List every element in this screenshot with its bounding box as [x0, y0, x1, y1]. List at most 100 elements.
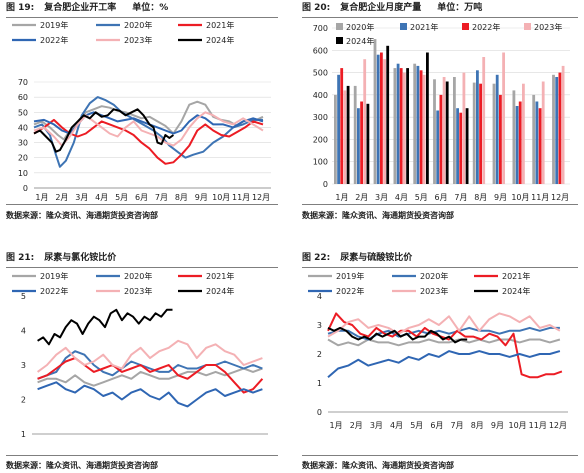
figure-title: 尿素与氯化铵比价	[44, 253, 117, 263]
bar	[453, 77, 456, 184]
x-tick-label: 12月	[252, 193, 270, 202]
bar	[465, 108, 469, 184]
legend-label: 2024年	[502, 286, 530, 296]
legend-swatch	[400, 23, 407, 30]
y-tick-label: 10	[18, 169, 28, 178]
bar	[532, 94, 536, 184]
panel-fig21: 图 21: 尿素与氯化铵比价 1 2 3 4 5 2019年 2020年 2021年 2022年 2…	[6, 250, 278, 472]
footer-rule	[302, 455, 578, 456]
x-tick-label: 3月	[370, 421, 383, 430]
series-line	[33, 111, 264, 147]
legend-label: 2019年	[40, 271, 68, 281]
y-tick-label: 2	[317, 350, 322, 359]
figure-label: 图 19:	[6, 3, 35, 13]
chart-fig19: 0 10 20 30 40 50 60 70 1月 2月 3月 4月 5月 6月 7月 8月 9月 10月 11月 1…	[12, 20, 271, 202]
y-tick-label: 70	[18, 78, 28, 87]
y-tick-label: 700	[313, 24, 328, 33]
panel-fig20: 图 20: 复合肥企业月度产量 单位：万吨 0 100 200 300 400 500 600 7…	[302, 0, 578, 228]
y-tick-label: 500	[313, 69, 328, 78]
x-tick-label: 6月	[430, 421, 443, 430]
bar	[380, 52, 383, 184]
bar	[360, 101, 363, 184]
legend-label: 2023年	[534, 22, 562, 32]
bar	[373, 39, 377, 184]
legend-label: 2023年	[124, 286, 152, 296]
legend-label: 2020年	[420, 271, 448, 281]
bar	[340, 68, 344, 184]
bar	[376, 54, 380, 185]
series-line	[327, 350, 561, 378]
series-line	[37, 367, 263, 387]
bar	[433, 79, 436, 184]
x-tick-label: 6月	[135, 193, 148, 202]
y-tick-label: 60	[18, 93, 28, 102]
bar	[512, 90, 516, 184]
bar	[383, 59, 386, 185]
legend-label: 2020年	[124, 271, 152, 281]
y-tick-label: 0	[317, 408, 322, 417]
x-tick-label: 12月	[551, 193, 569, 202]
bar	[472, 82, 476, 184]
header-rule	[6, 267, 278, 268]
x-tick-label: 4月	[395, 193, 408, 202]
x-tick-label: 1月	[330, 421, 343, 430]
bar	[479, 83, 482, 184]
bar	[515, 106, 519, 184]
y-tick-label: 400	[313, 91, 328, 100]
y-tick-label: 200	[313, 135, 328, 144]
footer-rule	[6, 204, 278, 205]
header-rule	[302, 17, 578, 18]
legend-label: 2020年	[346, 22, 374, 32]
panel-fig19: 图 19: 复合肥企业开工率 单位：% 0 10 20 30 40 50 60 70 1月 2月 3月 4…	[6, 0, 278, 228]
bar	[399, 68, 403, 184]
bar	[476, 70, 479, 184]
x-tick-label: 8月	[471, 421, 484, 430]
legend-label: 2022年	[40, 35, 68, 45]
header-rule	[302, 267, 578, 268]
x-tick-label: 5月	[115, 193, 128, 202]
y-tick-label: 20	[18, 154, 28, 163]
legend-label: 2022年	[472, 22, 500, 32]
x-tick-label: 1月	[335, 193, 348, 202]
series-line	[327, 312, 561, 338]
legend-swatch	[462, 23, 469, 30]
chart-fig21: 1 2 3 4 5 2019年 2020年 2021年 2022年 2023年 2024年	[12, 271, 268, 439]
y-tick-label: 30	[18, 139, 28, 148]
x-tick-label: 11月	[531, 193, 549, 202]
source-note: 数据来源：隆众资讯、海通期货投资咨询部	[302, 211, 454, 220]
y-tick-label: 1	[21, 430, 26, 439]
bar	[558, 72, 562, 184]
bar	[343, 90, 347, 184]
bar	[492, 83, 496, 184]
x-tick-label: 11月	[232, 193, 250, 202]
y-tick-label: 3	[21, 361, 26, 370]
legend-label: 2021年	[206, 271, 234, 281]
figure-unit: 单位：%	[132, 3, 169, 13]
x-tick-label: 10月	[508, 421, 526, 430]
legend-label: 2022年	[336, 286, 364, 296]
bar	[462, 72, 466, 184]
x-tick-label: 3月	[375, 193, 388, 202]
bar	[436, 110, 440, 184]
bar	[495, 74, 499, 184]
x-tick-label: 7月	[454, 193, 467, 202]
chart-fig22: 0 1 2 3 4 1月 2月 3月 4月 5月 6月 7月 8月 9月 10月 11月 12月 2019年 202…	[308, 271, 568, 430]
bar	[353, 85, 357, 184]
x-tick-label: 5月	[415, 193, 428, 202]
bar	[334, 94, 337, 184]
x-tick-label: 7月	[155, 193, 168, 202]
legend-label: 2019年	[336, 271, 364, 281]
y-tick-label: 100	[313, 158, 328, 167]
bar	[406, 68, 409, 184]
legend-label: 2023年	[420, 286, 448, 296]
x-tick-label: 8月	[474, 193, 487, 202]
y-tick-label: 0	[23, 184, 28, 193]
figure-unit: 单位：万吨	[437, 3, 483, 13]
bar	[445, 81, 449, 184]
series-line	[37, 308, 173, 346]
x-tick-label: 2月	[350, 421, 363, 430]
figure-title: 尿素与硫酸铵比价	[340, 253, 413, 263]
y-tick-label: 40	[18, 123, 28, 132]
bar	[439, 94, 443, 184]
bar	[555, 77, 559, 184]
